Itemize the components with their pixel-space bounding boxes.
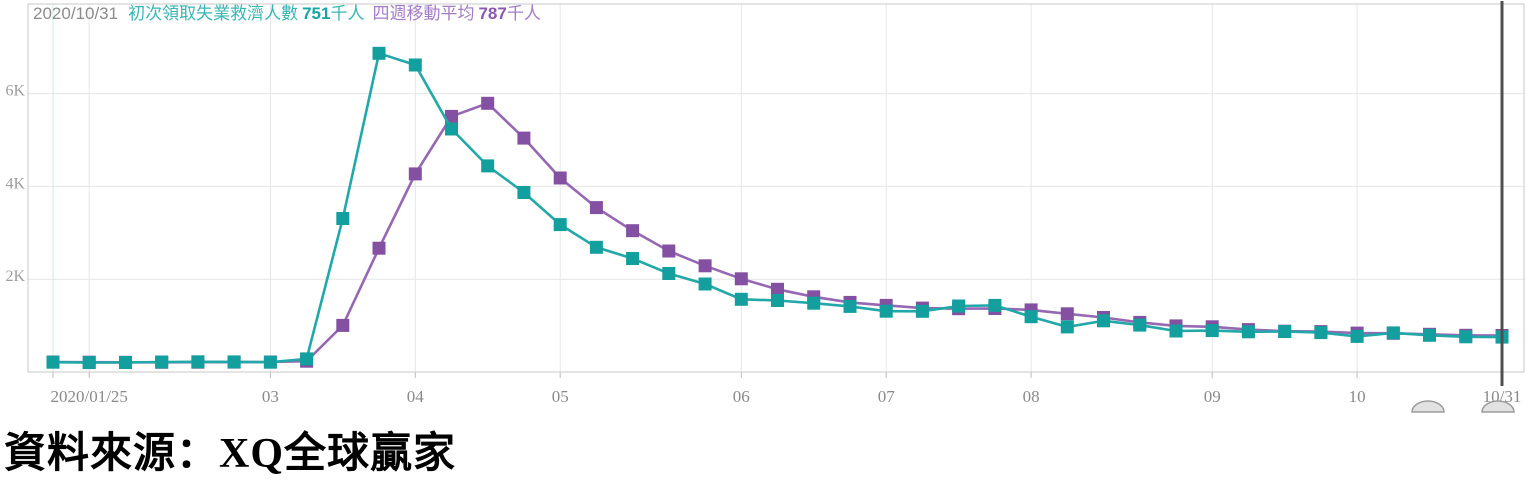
jobless-claims-chart[interactable]: 2K 4K 6K 2020/01/25 03 04 05 06 07 08 09 10 10/31 20… <box>0 0 1536 420</box>
series-marker-1 <box>481 159 495 173</box>
series-marker-1 <box>807 296 821 310</box>
x-tick-label: 09 <box>1204 387 1221 406</box>
series-marker-1 <box>155 355 169 369</box>
series-marker-1 <box>843 299 857 313</box>
series-marker-1 <box>1350 329 1364 343</box>
y-tick-label: 6K <box>5 83 25 100</box>
series-marker-1 <box>227 355 241 369</box>
series-marker-1 <box>1133 318 1147 332</box>
series-marker-1 <box>1169 324 1183 338</box>
series-marker-2 <box>372 241 386 255</box>
series1-unit: 千人 <box>330 4 365 23</box>
source-caption: 資料來源：XQ全球贏家 <box>4 431 457 477</box>
series-marker-1 <box>1314 326 1328 340</box>
series-marker-2 <box>408 167 422 181</box>
series-marker-1 <box>445 122 458 136</box>
series-marker-1 <box>119 356 132 369</box>
y-tick-label: 2K <box>5 268 25 285</box>
series1-label: 初次領取失業救濟人數 <box>128 4 299 23</box>
cursor-date-label: 2020/10/31 <box>33 4 119 23</box>
series-marker-2 <box>336 318 350 332</box>
series-marker-1 <box>879 304 893 318</box>
series-marker-1 <box>988 298 1002 312</box>
series-marker-2 <box>734 272 748 286</box>
series-marker-2 <box>771 282 784 296</box>
series-marker-1 <box>1205 324 1219 338</box>
series-marker-1 <box>1241 325 1255 339</box>
scroll-handle-left[interactable] <box>1411 400 1445 413</box>
x-tick-label: 10 <box>1349 387 1366 406</box>
series2-value: 787 <box>478 4 507 23</box>
series-marker-1 <box>952 299 966 313</box>
series-marker-1 <box>734 292 748 306</box>
series-marker-2 <box>517 131 531 145</box>
series-marker-2 <box>662 244 676 258</box>
series-layer <box>46 46 1509 370</box>
series-marker-1 <box>1386 326 1400 340</box>
series-marker-1 <box>662 267 676 280</box>
x-tick-label: 2020/01/25 <box>50 387 127 406</box>
x-tick-label: 04 <box>407 387 425 406</box>
series-marker-1 <box>1060 320 1074 334</box>
series-marker-2 <box>589 201 603 215</box>
series-marker-1 <box>1459 330 1473 344</box>
series-marker-1 <box>1278 325 1292 338</box>
series-marker-1 <box>300 352 314 366</box>
series-marker-2 <box>1060 307 1074 321</box>
plot-border <box>27 3 1525 373</box>
series-marker-2 <box>481 96 495 110</box>
series-marker-1 <box>698 277 712 291</box>
grid-layer <box>28 4 1524 378</box>
series-marker-1 <box>1423 328 1436 342</box>
x-tick-label: 06 <box>733 387 750 406</box>
series-marker-2 <box>698 259 712 273</box>
x-tick-label: 03 <box>262 387 279 406</box>
series-marker-1 <box>372 46 386 60</box>
series-marker-2 <box>553 171 567 185</box>
chart-legend: 2020/10/31 初次領取失業救濟人數 751千人 四週移動平均 787千人 <box>33 3 541 25</box>
series-marker-1 <box>1024 310 1038 324</box>
series-marker-1 <box>1097 314 1110 328</box>
series-marker-1 <box>46 355 60 369</box>
x-tick-label: 07 <box>878 387 896 406</box>
series-marker-1 <box>626 252 640 265</box>
series-marker-1 <box>589 240 603 254</box>
series-marker-1 <box>263 355 277 369</box>
series2-unit: 千人 <box>506 4 541 23</box>
series-marker-1 <box>517 186 531 199</box>
scroll-handle-right[interactable] <box>1481 400 1515 413</box>
series-marker-1 <box>915 304 929 318</box>
series-marker-1 <box>553 218 567 232</box>
series-marker-1 <box>408 58 422 72</box>
series2-label: 四週移動平均 <box>372 4 475 23</box>
series-marker-2 <box>626 224 640 238</box>
series-marker-1 <box>82 356 96 370</box>
y-tick-label: 4K <box>5 175 25 192</box>
series1-value: 751 <box>302 4 331 23</box>
series-marker-1 <box>191 355 205 369</box>
x-tick-label: 08 <box>1023 387 1040 406</box>
x-tick-label: 05 <box>552 387 569 406</box>
series-marker-1 <box>336 212 350 225</box>
series-marker-2 <box>445 109 458 123</box>
series-marker-1 <box>771 294 784 307</box>
